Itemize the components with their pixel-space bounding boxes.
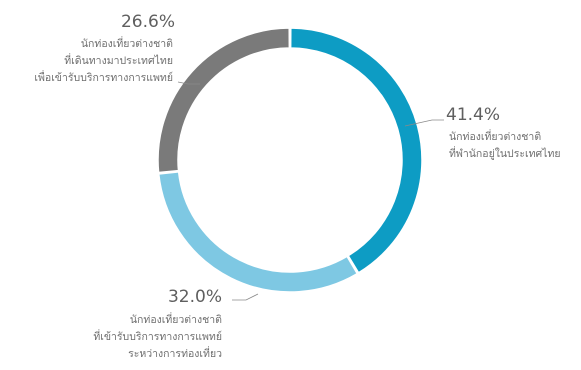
donut-slice-3 bbox=[157, 27, 291, 174]
slice-3-desc-line-2: ที่เดินทางมาประเทศไทย bbox=[64, 53, 173, 67]
slice-1-value-label: 41.4% bbox=[446, 105, 500, 125]
slice-label-3: 26.6% นักท่องเที่ยวต่างชาติ ที่เดินทางมา… bbox=[34, 12, 175, 84]
slice-1-desc-line-2: ที่พำนักอยู่ในประเทศไทย bbox=[449, 146, 561, 160]
leader-line-slice-1 bbox=[404, 119, 444, 127]
slice-2-desc-line-1: นักท่องเที่ยวต่างชาติ bbox=[130, 312, 222, 326]
slice-3-desc-line-1: นักท่องเที่ยวต่างชาติ bbox=[81, 36, 173, 50]
donut-slices bbox=[157, 27, 423, 293]
slice-3-value-label: 26.6% bbox=[121, 12, 175, 32]
slice-2-desc-line-3: ระหว่างการท่องเที่ยว bbox=[128, 346, 222, 360]
slice-1-desc-line-1: นักท่องเที่ยวต่างชาติ bbox=[449, 129, 541, 143]
slice-2-desc-line-2: ที่เข้ารับบริการทางการแพทย์ bbox=[93, 329, 222, 343]
slice-label-2: 32.0% นักท่องเที่ยวต่างชาติ ที่เข้ารับบร… bbox=[93, 287, 222, 360]
leader-line-slice-2 bbox=[232, 293, 259, 301]
slice-2-value-label: 32.0% bbox=[168, 287, 222, 307]
slice-3-desc-line-3: เพื่อเข้ารับบริการทางการแพทย์ bbox=[34, 70, 173, 84]
leader-line-slice-3 bbox=[177, 81, 200, 85]
slice-label-1: 41.4% นักท่องเที่ยวต่างชาติ ที่พำนักอยู่… bbox=[446, 105, 561, 160]
donut-slice-1 bbox=[289, 27, 423, 274]
donut-slice-2 bbox=[157, 171, 359, 293]
